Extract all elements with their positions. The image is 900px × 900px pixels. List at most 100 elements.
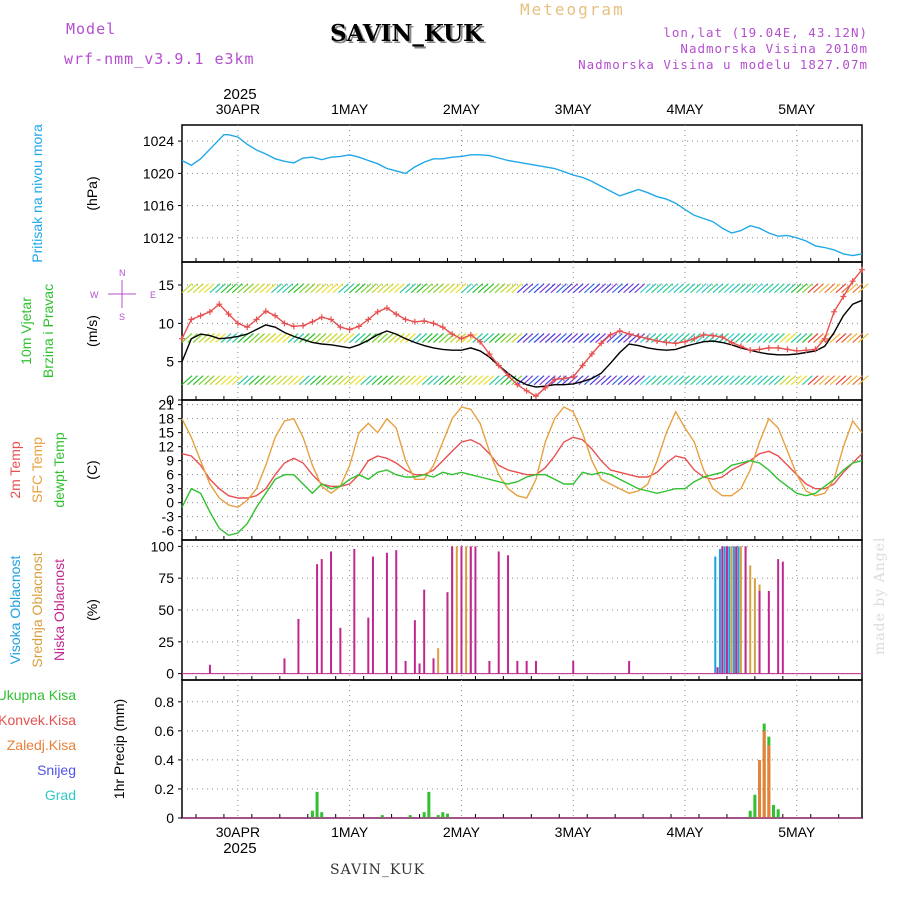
wind-barb bbox=[371, 283, 383, 294]
wind-barb bbox=[287, 375, 299, 386]
wind-barb bbox=[410, 375, 422, 386]
y-tick-label: 9 bbox=[166, 453, 174, 469]
wind-barb bbox=[835, 283, 847, 294]
wind-barb bbox=[841, 375, 852, 386]
wind-barb bbox=[774, 283, 785, 294]
wind-barb bbox=[304, 375, 316, 386]
wind-barb bbox=[690, 283, 702, 294]
wind-barb bbox=[254, 283, 266, 294]
wind-barb bbox=[310, 283, 321, 294]
wind-barb bbox=[813, 333, 824, 343]
bar-niska-oblacnost bbox=[525, 660, 528, 674]
wind-barb bbox=[801, 333, 813, 343]
panel-cloud: 0 25 50 75 100 Visoka Oblacnost Srednja Oblacn… bbox=[7, 538, 863, 682]
wind-barb bbox=[740, 375, 752, 386]
gust-marker bbox=[728, 339, 735, 346]
wind-barb bbox=[533, 375, 545, 386]
wind-barb bbox=[740, 283, 752, 294]
wind-barb bbox=[271, 283, 282, 294]
wind-barb bbox=[472, 375, 484, 386]
gust-marker bbox=[579, 362, 586, 369]
wind-barb bbox=[237, 283, 249, 294]
wind-barb bbox=[382, 333, 394, 343]
wind-barb bbox=[634, 333, 646, 343]
gust-marker bbox=[281, 320, 288, 327]
wind-barb bbox=[416, 283, 428, 294]
gust-marker bbox=[551, 376, 558, 383]
wind-barb bbox=[488, 333, 500, 343]
bar-niska-oblacnost bbox=[451, 546, 454, 674]
wind-barb bbox=[556, 375, 567, 386]
wind-barb bbox=[768, 283, 780, 294]
y-tick-label: 1012 bbox=[143, 230, 174, 246]
gust-marker bbox=[179, 335, 185, 342]
wind-barb bbox=[187, 375, 198, 386]
bottom-day-label: 4MAY bbox=[666, 824, 704, 840]
wind-barb bbox=[209, 283, 221, 294]
y-tick-label: 0 bbox=[166, 810, 174, 826]
wind-barb bbox=[762, 283, 774, 294]
wind-barb bbox=[768, 333, 780, 343]
gust-marker bbox=[272, 312, 279, 319]
wind-barb bbox=[416, 375, 428, 386]
gust-marker bbox=[467, 331, 474, 338]
wind-barb bbox=[276, 333, 288, 343]
compass-west: W bbox=[90, 290, 99, 300]
bottom-day-label: 2MAY bbox=[443, 824, 481, 840]
wind-barb bbox=[679, 375, 690, 386]
wind-barb bbox=[785, 333, 797, 343]
wind-barb bbox=[623, 283, 634, 294]
precip-legend-item: Ukupna Kisa bbox=[0, 687, 76, 703]
wind-barb bbox=[259, 375, 271, 386]
bar-srednja-oblacnost bbox=[753, 578, 756, 674]
wind-barb bbox=[600, 375, 612, 386]
wind-barb bbox=[287, 283, 299, 294]
gust-marker bbox=[188, 316, 195, 323]
wind-barb bbox=[220, 283, 232, 294]
wind-barb bbox=[433, 333, 444, 343]
bar-niska-oblacnost bbox=[534, 660, 537, 674]
gust-marker bbox=[775, 344, 782, 351]
wind-barb bbox=[600, 283, 612, 294]
bar-visoka-oblacnost bbox=[714, 556, 717, 674]
bar-niska-oblacnost bbox=[208, 664, 211, 674]
bar-niska-oblacnost bbox=[353, 548, 356, 674]
wind-barb bbox=[231, 375, 243, 386]
bar-niska-oblacnost bbox=[781, 561, 784, 674]
gust-marker bbox=[290, 323, 297, 330]
bar-ukupna-kisa bbox=[320, 812, 324, 818]
wind-barb bbox=[589, 283, 601, 294]
gust-marker bbox=[663, 339, 670, 346]
gust-marker bbox=[309, 318, 316, 325]
gust-marker bbox=[458, 335, 465, 342]
wind-barb bbox=[500, 333, 511, 343]
gust-marker bbox=[644, 335, 651, 342]
wind-barb bbox=[215, 283, 226, 294]
wind-barb bbox=[377, 283, 389, 294]
wind-barb bbox=[505, 333, 517, 343]
bar-ukupna-kisa bbox=[310, 810, 314, 818]
wind-barb bbox=[461, 283, 472, 294]
bar-niska-oblacnost bbox=[446, 592, 449, 674]
wind-barb bbox=[645, 283, 657, 294]
y-axis-label: Pritisak na nivou mora bbox=[29, 124, 45, 263]
wind-barb bbox=[550, 333, 562, 343]
wind-compass: W E N S bbox=[90, 268, 156, 322]
gust-marker bbox=[616, 328, 623, 334]
wind-barb bbox=[271, 333, 282, 343]
bar-niska-oblacnost bbox=[423, 589, 426, 674]
wind-barb bbox=[846, 375, 858, 386]
wind-barb bbox=[332, 333, 344, 343]
bar-niska-oblacnost bbox=[367, 617, 370, 674]
wind-barb bbox=[751, 333, 763, 343]
gust-marker bbox=[225, 311, 232, 318]
wind-barb bbox=[645, 375, 657, 386]
gust-marker bbox=[607, 331, 614, 338]
wind-barb bbox=[248, 333, 260, 343]
bar-niska-oblacnost bbox=[404, 660, 407, 674]
gust-marker bbox=[430, 320, 437, 327]
wind-barb bbox=[215, 375, 226, 386]
wind-barb bbox=[673, 283, 685, 294]
wind-barb bbox=[550, 283, 562, 294]
wind-barb bbox=[846, 283, 858, 294]
